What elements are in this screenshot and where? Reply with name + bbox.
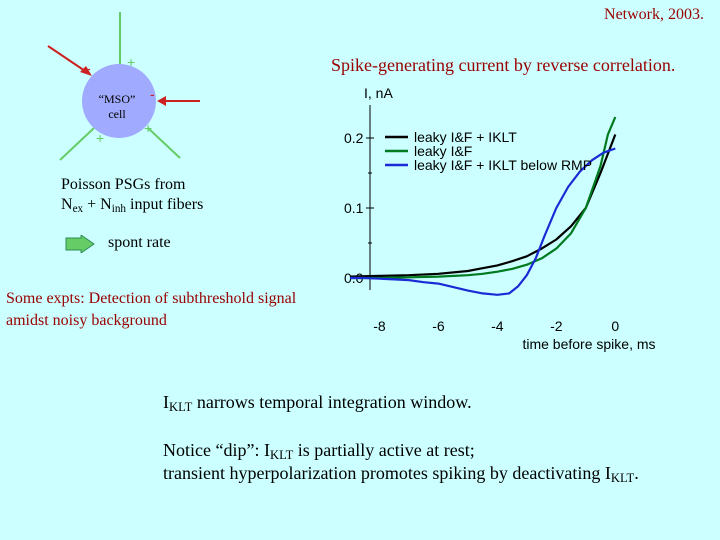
plus-mark: + xyxy=(96,130,105,146)
ik-symbol: I xyxy=(163,392,169,412)
x-tick-label: -8 xyxy=(373,318,386,334)
note-dip: Notice “dip”: IKLT is partially active a… xyxy=(163,439,639,485)
cell-label: “MSO” cell xyxy=(78,92,156,122)
x-axis-label: time before spike, ms xyxy=(522,336,655,352)
poisson-line2: Nex + Ninh input fibers xyxy=(61,195,203,215)
neuron-diagram xyxy=(47,12,200,161)
klt-subscript: KLT xyxy=(610,471,635,486)
note2-rest: is partially active at rest; xyxy=(293,440,475,460)
experiments-note: Some expts: Detection of subthreshold si… xyxy=(6,288,296,332)
input-fibers-text: input fibers xyxy=(126,196,204,213)
legend-label-1: leaky I&F + IKLT xyxy=(414,129,517,145)
nex-subscript: ex xyxy=(72,202,84,215)
series-line-2 xyxy=(350,116,617,280)
excitatory-fiber xyxy=(59,127,95,161)
plus-mark: + xyxy=(144,120,153,136)
y-axis-label: I, nA xyxy=(364,85,393,101)
x-tick-label: 0 xyxy=(611,318,619,334)
note2-line1: Notice “dip”: IKLT is partially active a… xyxy=(163,439,639,462)
series-line-3 xyxy=(350,147,616,296)
plus-mark: + xyxy=(127,54,136,70)
excitatory-fiber xyxy=(147,127,181,159)
x-tick-label: -4 xyxy=(491,318,504,334)
x-tick-label: -2 xyxy=(550,318,563,334)
note3-post: . xyxy=(634,463,639,483)
plus-text: + xyxy=(83,196,101,213)
y-tick-label: 0.1 xyxy=(344,200,364,216)
series-line-1 xyxy=(349,134,617,278)
note2-line2: transient hyperpolarization promotes spi… xyxy=(163,462,639,485)
ninh-symbol: N xyxy=(100,196,112,213)
slide-title: Spike-generating current by reverse corr… xyxy=(331,55,676,75)
minus-mark: - xyxy=(150,86,155,102)
legend-label-2: leaky I&F xyxy=(414,143,472,159)
cell-label-line2: cell xyxy=(108,107,126,121)
legend-label-3: leaky I&F + IKLT below RMP xyxy=(414,157,592,173)
note2-pre: Notice “dip”: I xyxy=(163,440,270,460)
klt-subscript: KLT xyxy=(169,400,193,415)
klt-subscript: KLT xyxy=(269,448,294,463)
note3-pre: transient hyperpolarization promotes spi… xyxy=(163,463,611,483)
mso-cell-body xyxy=(82,64,156,138)
ninh-subscript: inh xyxy=(111,202,127,215)
y-tick-label: 0.2 xyxy=(344,130,364,146)
cell-label-line1: “MSO” xyxy=(98,92,136,106)
inhibitory-arrowhead xyxy=(80,66,92,76)
right-arrow-icon xyxy=(65,235,95,253)
x-tick-label: -6 xyxy=(432,318,445,334)
note-integration-window: IKLT narrows temporal integration window… xyxy=(163,392,472,413)
expts-line2: amidst noisy background xyxy=(6,312,167,329)
minus-mark: - xyxy=(86,60,91,76)
spont-rate-label: spont rate xyxy=(108,234,171,251)
note1-text: narrows temporal integration window. xyxy=(192,392,472,412)
inhibitory-arrowhead xyxy=(157,96,166,106)
expts-line1: Some expts: Detection of subthreshold si… xyxy=(6,290,297,307)
nex-symbol: N xyxy=(61,196,73,213)
poisson-line1: Poisson PSGs from xyxy=(61,176,186,193)
slide-reference: Network, 2003. xyxy=(604,6,704,23)
poisson-input-text: Poisson PSGs from Nex + Ninh input fiber… xyxy=(61,175,203,215)
inhibitory-fiber xyxy=(47,45,89,74)
